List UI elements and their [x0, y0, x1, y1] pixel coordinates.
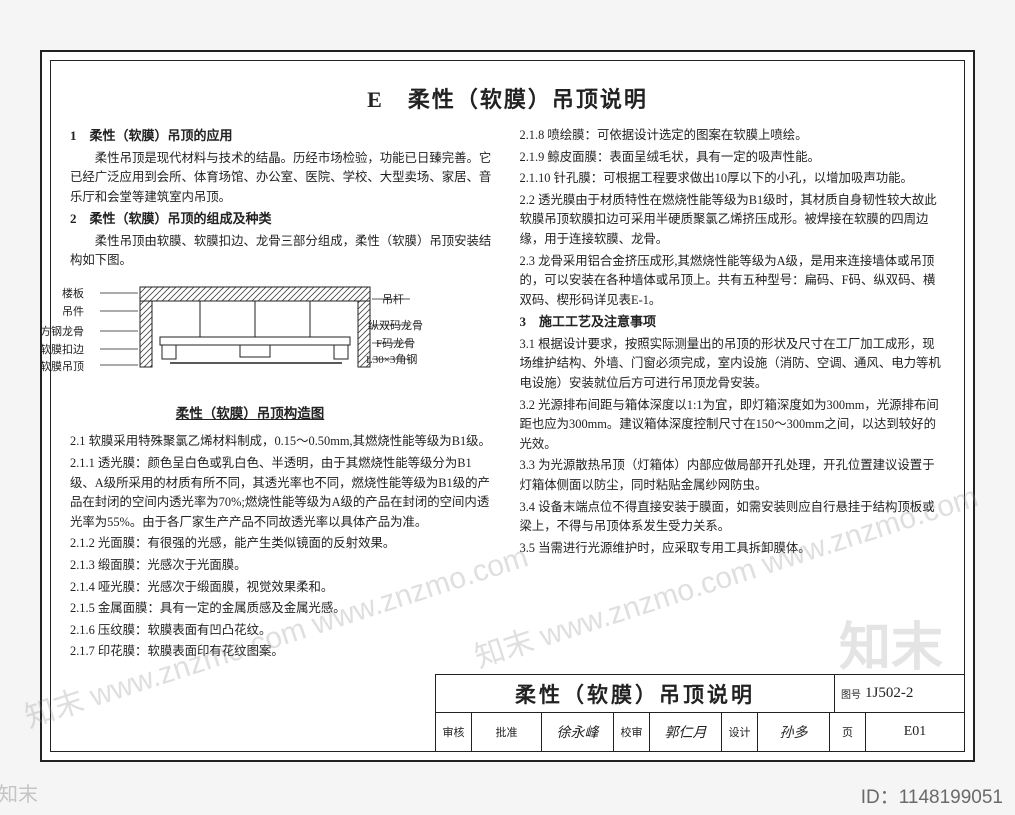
dia-label-louban: 楼板	[62, 286, 84, 303]
tb-sig-2: 郭仁月	[650, 713, 722, 751]
corner-logo: 知末	[0, 778, 38, 807]
section-2-head: 2 柔性（软膜）吊顶的组成及种类	[70, 209, 496, 230]
dia-label-diaojian: 吊件	[62, 304, 84, 321]
content-area: E 柔性（软膜）吊顶说明 1 柔性（软膜）吊顶的应用 柔性吊顶是现代材料与技术的…	[70, 82, 945, 670]
tb-sig-3: 孙多	[758, 713, 830, 751]
right-column: 2.1.8 喷绘膜：可依据设计选定的图案在软膜上喷绘。 2.1.9 鲸皮面膜：表…	[520, 126, 946, 664]
section-1-head: 1 柔性（软膜）吊顶的应用	[70, 126, 496, 147]
titleblock-bottom-row: 审核 批准 徐永峰 校审 郭仁月 设计 孙多 页 E01	[436, 713, 964, 751]
section-3-head: 3 施工工艺及注意事项	[520, 312, 946, 333]
p-2-2: 2.2 透光膜由于材质特性在燃烧性能等级为B1级时，其材质自身韧性较大故此软膜吊…	[520, 191, 946, 250]
p-3-1: 3.1 根据设计要求，按照实际测量出的吊顶的形状及尺寸在工厂加工成形，现场维护结…	[520, 335, 946, 394]
tb-cell-check: 校审	[614, 713, 650, 751]
dia-label-zong: 纵双码龙骨	[368, 318, 423, 335]
asset-id: ID：1148199051	[861, 782, 1003, 809]
title-block: 柔性（软膜）吊顶说明 图号 1J502-2 审核 批准 徐永峰 校审 郭仁月 设…	[435, 674, 965, 752]
dia-label-jiao: L30×3角钢	[366, 352, 417, 369]
dia-label-fanggang: 方钢龙骨	[40, 324, 84, 341]
main-title: E 柔性（软膜）吊顶说明	[70, 82, 945, 114]
dia-label-diaogan: 吊杆	[382, 292, 404, 309]
p-2-1-5: 2.1.5 金属面膜：具有一定的金属质感及金属光感。	[70, 599, 496, 619]
p-2-1-4: 2.1.4 哑光膜：光感次于缎面膜，视觉效果柔和。	[70, 578, 496, 598]
left-column: 1 柔性（软膜）吊顶的应用 柔性吊顶是现代材料与技术的结晶。历经市场检验，功能已…	[70, 126, 496, 664]
drawing-title: 柔性（软膜）吊顶说明	[436, 679, 834, 709]
dia-label-fma: F码龙骨	[376, 336, 415, 353]
tb-cell-audit: 审核	[436, 713, 472, 751]
p-3-3: 3.3 为光源散热吊顶（灯箱体）内部应做局部开孔处理，开孔位置建议设置于灯箱体侧…	[520, 456, 946, 495]
p-2-1-1: 2.1.1 透光膜：颜色呈白色或乳白色、半透明，由于其燃烧性能等级分为B1级、A…	[70, 454, 496, 532]
p-2-1-2: 2.1.2 光面膜：有很强的光感，能产生类似镜面的反射效果。	[70, 534, 496, 554]
construction-diagram: 楼板 吊件 方钢龙骨 软膜扣边 软膜吊顶 吊杆 纵双码龙骨 F码龙骨 L30×3…	[70, 279, 430, 399]
tb-sig-1: 徐永峰	[542, 713, 614, 751]
dia-label-ruanmo: 软膜吊顶	[40, 359, 84, 376]
p-2-1-9: 2.1.9 鲸皮面膜：表面呈绒毛状，具有一定的吸声性能。	[520, 148, 946, 168]
drawing-number-cell: 图号 1J502-2	[834, 675, 964, 712]
dia-label-koubian: 软膜扣边	[40, 342, 84, 359]
p-2-1-10: 2.1.10 针孔膜：可根据工程要求做出10厚以下的小孔，以增加吸声功能。	[520, 169, 946, 189]
titleblock-top-row: 柔性（软膜）吊顶说明 图号 1J502-2	[436, 675, 964, 713]
p-2-1-3: 2.1.3 缎面膜：光感次于光面膜。	[70, 556, 496, 576]
p-2-1-6: 2.1.6 压纹膜：软膜表面有凹凸花纹。	[70, 621, 496, 641]
section-1-text: 柔性吊顶是现代材料与技术的结晶。历经市场检验，功能已日臻完善。它已经广泛应用到会…	[70, 149, 496, 208]
p-2-3: 2.3 龙骨采用铝合金挤压成形,其燃烧性能等级为A级，是用来连接墙体或吊顶的，可…	[520, 252, 946, 311]
section-2-intro: 柔性吊顶由软膜、软膜扣边、龙骨三部分组成，柔性（软膜）吊顶安装结构如下图。	[70, 232, 496, 271]
diagram-title: 柔性（软膜）吊顶构造图	[140, 403, 360, 424]
tb-cell-page-no: E01	[866, 713, 964, 751]
p-3-4: 3.4 设备末端点位不得直接安装于膜面，如需安装则应自行悬挂于结构顶板或梁上，不…	[520, 498, 946, 537]
p-3-5: 3.5 当需进行光源维护时，应采取专用工具拆卸膜体。	[520, 539, 946, 559]
p-2-1-8: 2.1.8 喷绘膜：可依据设计选定的图案在软膜上喷绘。	[520, 126, 946, 146]
tb-cell-page-label: 页	[830, 713, 866, 751]
tb-cell-approve: 批准	[472, 713, 542, 751]
tb-cell-design: 设计	[722, 713, 758, 751]
p-2-1: 2.1 软膜采用特殊聚氯乙烯材料制成，0.15～0.50mm,其燃烧性能等级为B…	[70, 432, 496, 452]
drawing-no-label: 图号	[841, 686, 861, 701]
drawing-number: 1J502-2	[865, 685, 913, 702]
p-3-2: 3.2 光源排布间距与箱体深度以1:1为宜，即灯箱深度如为300mm，光源排布间…	[520, 396, 946, 455]
two-column-layout: 1 柔性（软膜）吊顶的应用 柔性吊顶是现代材料与技术的结晶。历经市场检验，功能已…	[70, 126, 945, 664]
drawing-sheet: E 柔性（软膜）吊顶说明 1 柔性（软膜）吊顶的应用 柔性吊顶是现代材料与技术的…	[40, 50, 975, 762]
p-2-1-7: 2.1.7 印花膜：软膜表面印有花纹图案。	[70, 642, 496, 662]
